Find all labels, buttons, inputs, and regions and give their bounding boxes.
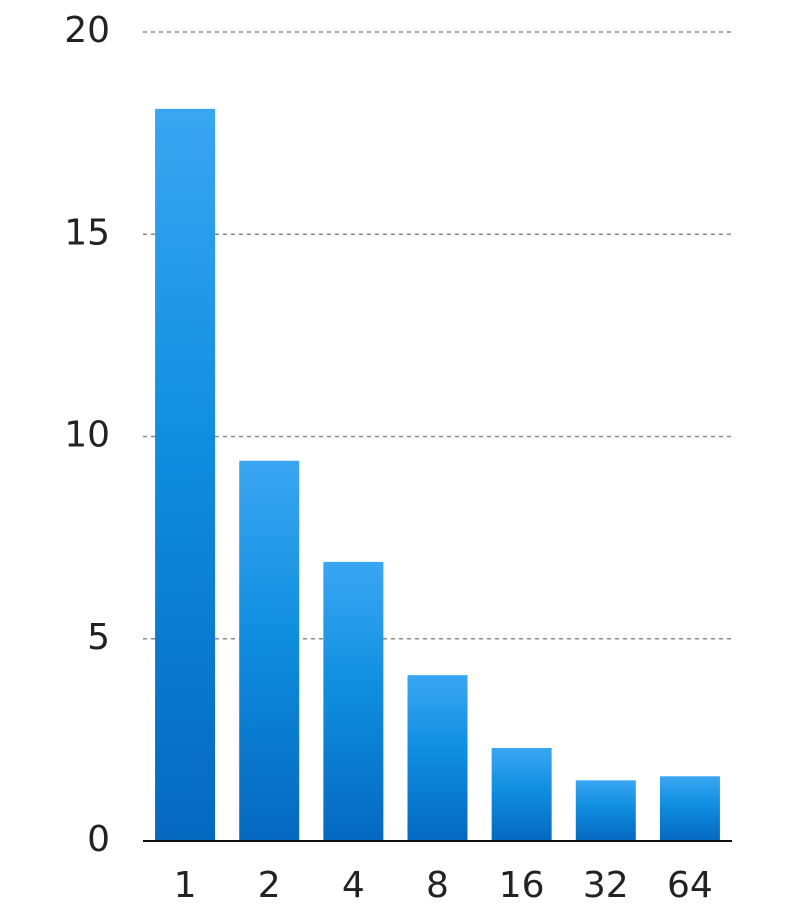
- x-tick-label: 2: [258, 865, 281, 906]
- x-tick-label: 32: [583, 865, 629, 906]
- bar-16: [491, 747, 552, 841]
- x-axis-ticks: 1 2 4 8 16 32 64: [174, 865, 713, 906]
- bar-32: [575, 780, 636, 841]
- bars: [155, 108, 720, 842]
- y-tick-label: 0: [87, 819, 110, 860]
- y-tick-label: 5: [87, 617, 110, 658]
- bar-4: [323, 561, 384, 841]
- x-tick-label: 4: [342, 865, 365, 906]
- bar-2: [239, 460, 300, 841]
- y-tick-label: 10: [64, 415, 110, 456]
- x-tick-label: 1: [174, 865, 197, 906]
- y-axis-ticks: 0 5 10 15 20: [64, 10, 110, 860]
- y-tick-label: 20: [64, 10, 110, 51]
- bar-8: [407, 675, 468, 841]
- x-tick-label: 8: [426, 865, 449, 906]
- gridlines: [143, 31, 732, 640]
- y-tick-label: 15: [64, 212, 110, 253]
- x-tick-label: 64: [667, 865, 713, 906]
- bar-1: [155, 108, 216, 842]
- x-tick-label: 16: [499, 865, 545, 906]
- bar-64: [659, 776, 720, 841]
